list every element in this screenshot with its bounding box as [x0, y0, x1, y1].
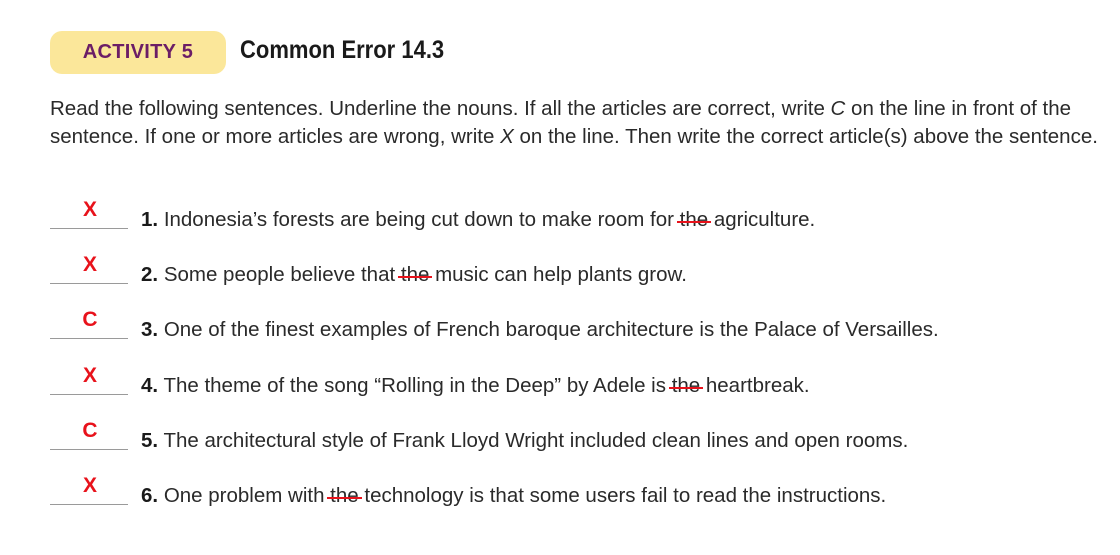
item-number: 2.: [141, 263, 159, 286]
instructions-part2: on the line in front of the sentence. If…: [50, 97, 1072, 148]
answer-line[interactable]: [50, 283, 128, 284]
struck-article: the: [327, 484, 362, 507]
sentence: 4. The theme of the song “Rolling in the…: [141, 374, 810, 398]
sentence-text: Some people believe that: [163, 263, 401, 286]
exercise-item-6: X 6. One problem with the technology is …: [50, 474, 1100, 522]
sentence-text-end: technology is that some users fail to re…: [358, 484, 887, 507]
struck-article: the: [676, 208, 711, 231]
struck-article: the: [397, 263, 432, 286]
exercise-item-3: C 3. One of the finest examples of Frenc…: [50, 308, 1100, 356]
answer-mark: X: [82, 198, 97, 221]
sentence-text: Indonesia’s forests are being cut down t…: [163, 208, 680, 231]
answer-mark: X: [82, 364, 97, 387]
item-number: 3.: [141, 318, 159, 341]
item-number: 5.: [141, 429, 159, 452]
answer-mark: C: [82, 308, 98, 331]
sentence-text-end: agriculture.: [708, 208, 816, 231]
instructions-x-letter: X: [500, 125, 514, 148]
answer-line[interactable]: [50, 228, 128, 229]
instructions-part1: Read the following sentences. Underline …: [50, 97, 831, 120]
answer-line[interactable]: [50, 394, 128, 395]
item-number: 6.: [141, 484, 159, 507]
answer-line[interactable]: [50, 338, 128, 339]
sentence: 5. The architectural style of Frank Lloy…: [141, 429, 908, 453]
page-title: Common Error 14.3: [240, 36, 445, 64]
exercise-item-5: C 5. The architectural style of Frank Ll…: [50, 419, 1100, 467]
instructions: Read the following sentences. Underline …: [50, 95, 1100, 151]
exercise-item-2: X 2. Some people believe that the music …: [50, 253, 1100, 301]
sentence: 1. Indonesia’s forests are being cut dow…: [141, 208, 815, 232]
sentence-text-end: heartbreak.: [700, 374, 810, 397]
sentence-text: The theme of the song “Rolling in the De…: [163, 374, 672, 397]
activity-badge: ACTIVITY 5: [50, 31, 226, 74]
sentence: 3. One of the finest examples of French …: [141, 318, 939, 342]
exercise-item-1: X 1. Indonesia’s forests are being cut d…: [50, 198, 1100, 246]
struck-article: the: [668, 374, 703, 397]
sentence-text: One of the finest examples of French bar…: [163, 318, 939, 341]
answer-mark: X: [82, 253, 97, 276]
sentence: 6. One problem with the technology is th…: [141, 484, 886, 508]
instructions-c-letter: C: [830, 97, 846, 120]
sentence-text-end: music can help plants grow.: [429, 263, 687, 286]
answer-line[interactable]: [50, 504, 128, 505]
answer-mark: X: [82, 474, 97, 497]
exercise-item-4: X 4. The theme of the song “Rolling in t…: [50, 364, 1100, 412]
sentence-text: One problem with: [163, 484, 331, 507]
sentence: 2. Some people believe that the music ca…: [141, 263, 687, 287]
item-number: 1.: [141, 208, 159, 231]
instructions-part3: on the line. Then write the correct arti…: [513, 125, 1098, 148]
sentence-text: The architectural style of Frank Lloyd W…: [163, 429, 909, 452]
activity-label: ACTIVITY 5: [82, 41, 194, 63]
answer-line[interactable]: [50, 449, 128, 450]
answer-mark: C: [82, 419, 98, 442]
item-number: 4.: [141, 374, 159, 397]
